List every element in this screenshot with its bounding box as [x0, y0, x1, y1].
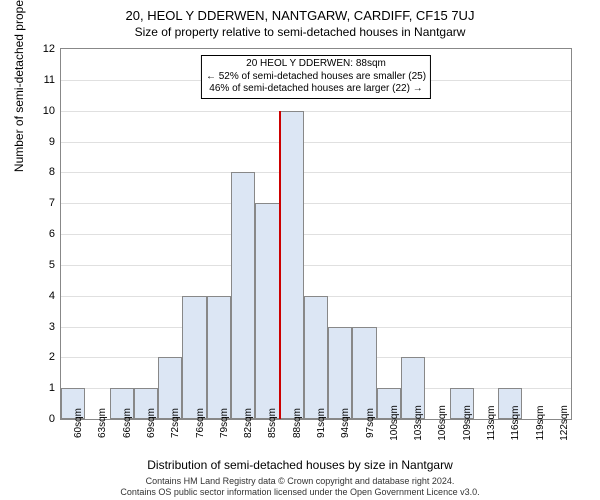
annotation-box: 20 HEOL Y DDERWEN: 88sqm ← 52% of semi-d… [201, 55, 431, 99]
x-tick-label: 60sqm [73, 408, 84, 438]
y-tick-label: 11 [44, 74, 55, 86]
x-tick-label: 116sqm [510, 406, 521, 441]
grid-line [61, 203, 571, 204]
grid-line [61, 234, 571, 235]
x-tick-label: 69sqm [146, 408, 157, 438]
histogram-bar [304, 296, 328, 419]
plot-area: 012345678910111260sqm63sqm66sqm69sqm72sq… [60, 48, 572, 420]
x-tick-label: 79sqm [219, 408, 230, 438]
x-tick-label: 82sqm [243, 408, 254, 438]
y-tick-label: 0 [49, 413, 55, 425]
y-tick-label: 9 [49, 136, 55, 148]
histogram-bar [328, 327, 352, 420]
y-tick-label: 5 [49, 259, 55, 271]
x-tick-label: 63sqm [97, 408, 108, 438]
x-tick-label: 122sqm [559, 405, 570, 441]
y-tick-label: 8 [49, 166, 55, 178]
y-tick-label: 1 [49, 382, 55, 394]
histogram-bar [352, 327, 376, 420]
y-tick-label: 12 [43, 43, 55, 55]
footer-line2: Contains OS public sector information li… [0, 487, 600, 498]
x-tick-label: 91sqm [316, 408, 327, 438]
y-axis-label: Number of semi-detached properties [12, 0, 26, 172]
footer-line1: Contains HM Land Registry data © Crown c… [0, 476, 600, 487]
y-tick-label: 4 [49, 290, 55, 302]
x-tick-label: 88sqm [292, 408, 303, 438]
histogram-bar [182, 296, 206, 419]
annotation-line1: 20 HEOL Y DDERWEN: 88sqm [206, 58, 426, 71]
y-tick-label: 10 [43, 105, 55, 117]
histogram-bar [255, 203, 279, 419]
x-tick-label: 94sqm [340, 408, 351, 438]
footer: Contains HM Land Registry data © Crown c… [0, 476, 600, 498]
grid-line [61, 172, 571, 173]
y-tick-label: 3 [49, 321, 55, 333]
x-tick-label: 66sqm [122, 408, 133, 438]
annotation-line2: ← 52% of semi-detached houses are smalle… [206, 71, 426, 84]
chart-subtitle: Size of property relative to semi-detach… [0, 23, 600, 39]
x-tick-label: 76sqm [195, 408, 206, 438]
y-tick-label: 6 [49, 228, 55, 240]
marker-line [279, 111, 281, 419]
y-tick-label: 2 [49, 351, 55, 363]
annotation-line3: 46% of semi-detached houses are larger (… [206, 83, 426, 96]
x-tick-label: 97sqm [365, 408, 376, 438]
x-tick-label: 106sqm [437, 405, 448, 441]
grid-line [61, 111, 571, 112]
chart-title: 20, HEOL Y DDERWEN, NANTGARW, CARDIFF, C… [0, 0, 600, 23]
y-tick-label: 7 [49, 197, 55, 209]
grid-line [61, 265, 571, 266]
histogram-bar [207, 296, 231, 419]
x-tick-label: 113sqm [486, 406, 497, 441]
grid-line [61, 142, 571, 143]
x-tick-label: 119sqm [535, 406, 546, 441]
x-tick-label: 100sqm [389, 405, 400, 441]
x-tick-label: 103sqm [413, 405, 424, 441]
x-tick-label: 109sqm [462, 405, 473, 441]
x-axis-label: Distribution of semi-detached houses by … [0, 458, 600, 472]
x-tick-label: 72sqm [170, 408, 181, 438]
histogram-bar [231, 172, 255, 419]
chart-container: 20, HEOL Y DDERWEN, NANTGARW, CARDIFF, C… [0, 0, 600, 500]
x-tick-label: 85sqm [267, 408, 278, 438]
histogram-bar [280, 111, 304, 419]
